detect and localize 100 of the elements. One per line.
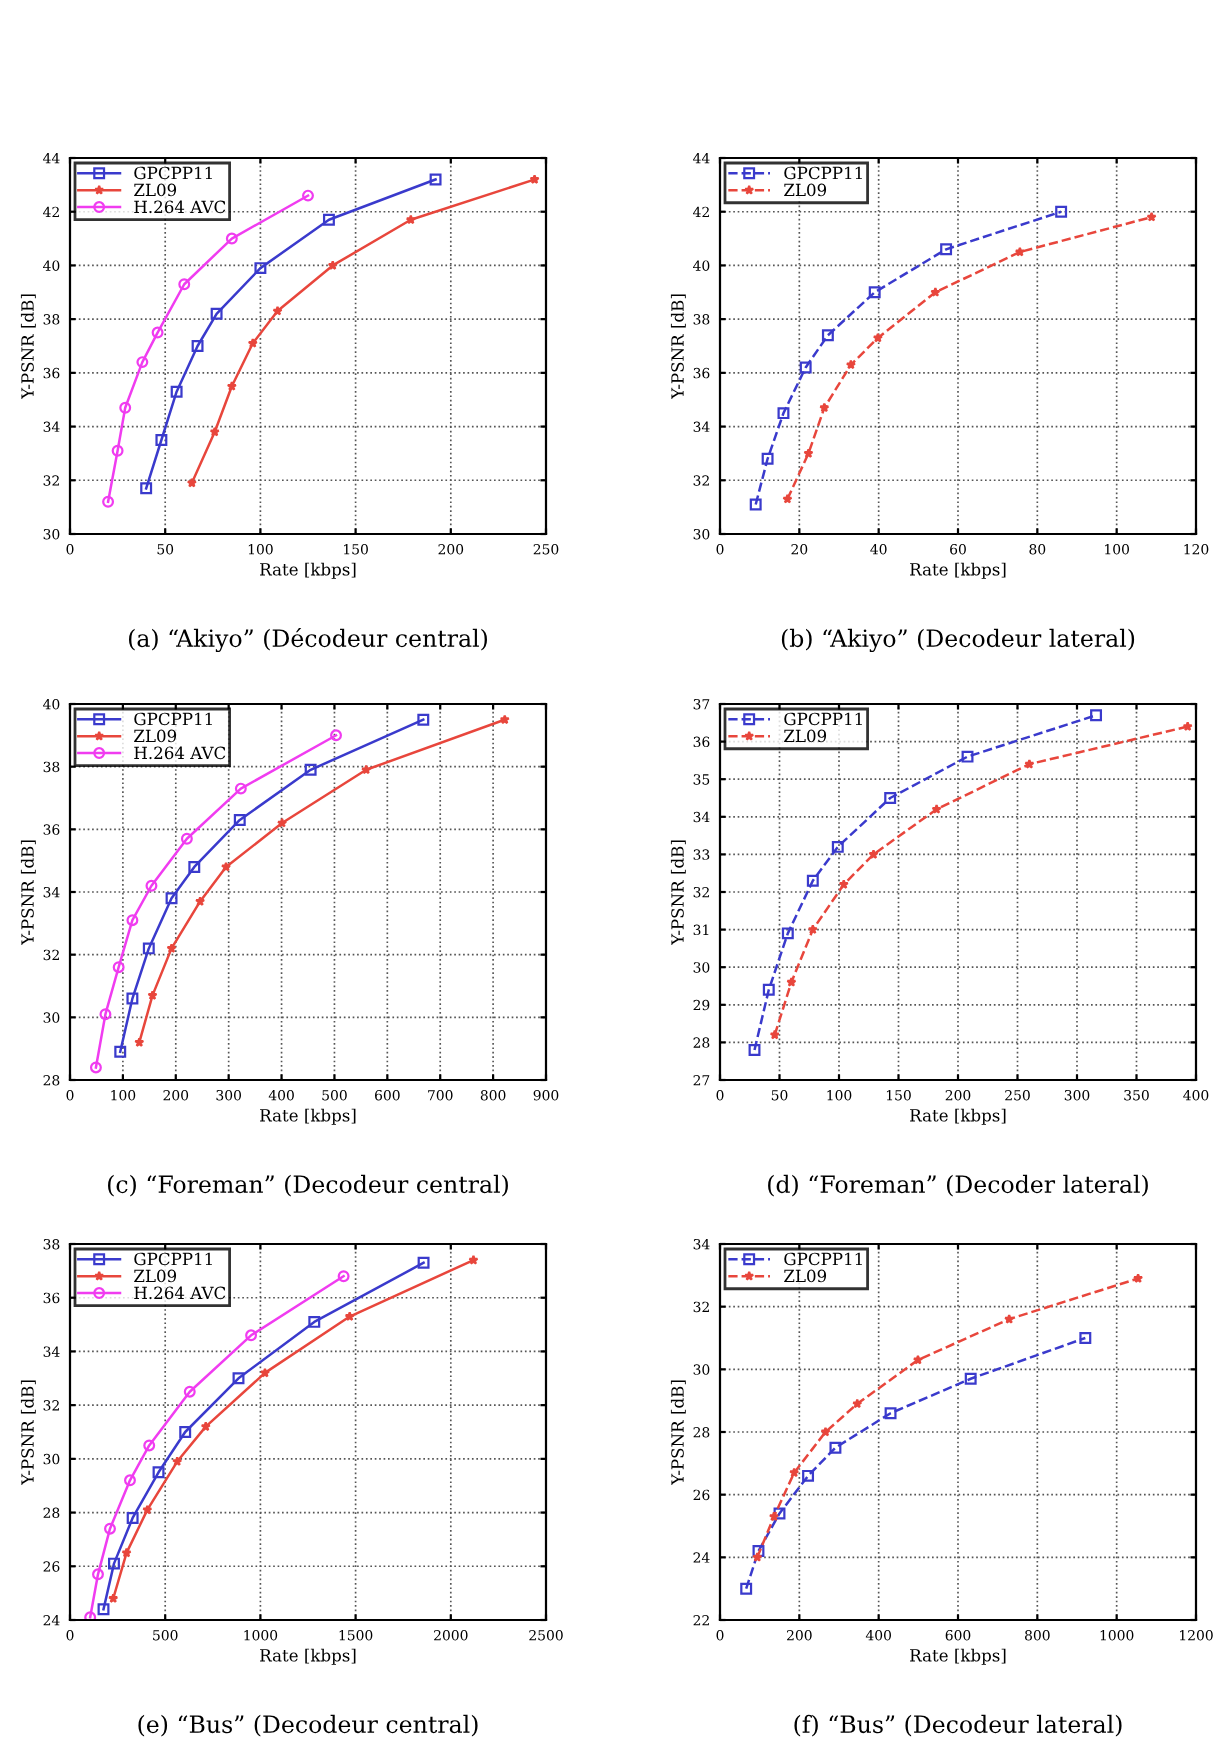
point <box>768 1511 780 1522</box>
point <box>134 1037 145 1047</box>
point <box>777 407 790 420</box>
point <box>802 1469 815 1482</box>
point <box>172 1456 183 1467</box>
point <box>302 189 314 202</box>
point <box>761 452 774 465</box>
x-axis-title: Rate [kbps] <box>910 1108 1006 1125</box>
point <box>209 426 220 437</box>
point <box>104 1522 116 1535</box>
point <box>529 174 540 184</box>
point <box>829 1441 842 1454</box>
point <box>1090 709 1103 722</box>
point <box>806 874 819 887</box>
point <box>417 713 430 726</box>
point <box>748 1043 761 1056</box>
point <box>119 401 132 414</box>
point <box>225 232 238 245</box>
point <box>200 1421 211 1432</box>
x-axis-title: Rate [kbps] <box>260 1108 356 1125</box>
point <box>126 1511 139 1524</box>
text: (e) “Bus” (Decodeur central) <box>138 1714 478 1737</box>
point <box>330 729 342 742</box>
point <box>838 879 849 889</box>
text: (a) “Akiyo” (Décodeur central) <box>129 627 487 653</box>
legend-label: ZL09 <box>134 729 177 743</box>
point <box>821 329 834 342</box>
point <box>1055 205 1068 218</box>
point <box>344 1311 355 1321</box>
x-axis-title: Rate [kbps] <box>260 1648 356 1665</box>
point <box>220 861 232 872</box>
legend-label: H.264 AVC <box>134 200 226 214</box>
point <box>108 1557 120 1570</box>
point <box>136 356 149 369</box>
point <box>92 1568 104 1581</box>
point <box>786 976 797 987</box>
point <box>234 782 247 795</box>
point <box>97 1603 110 1616</box>
point <box>304 763 317 776</box>
point <box>180 832 193 845</box>
point <box>247 338 258 348</box>
point <box>210 307 223 320</box>
point <box>233 813 246 826</box>
text: (b) “Akiyo” (Decodeur lateral) <box>781 628 1135 653</box>
y-axis-title: Y-PSNR [dB] <box>670 294 686 400</box>
point <box>1024 758 1035 769</box>
point <box>186 477 197 488</box>
point <box>183 1385 196 1398</box>
point <box>789 1467 800 1478</box>
point <box>152 1466 165 1479</box>
point <box>930 287 941 297</box>
x-axis-title: Rate [kbps] <box>910 1648 1006 1665</box>
point <box>361 764 372 775</box>
x-axis-title: Rate [kbps] <box>260 562 356 579</box>
point <box>762 983 775 996</box>
legend-label: ZL09 <box>784 183 827 197</box>
point <box>143 1439 156 1452</box>
point <box>89 1061 102 1074</box>
y-axis-title: Y-PSNR [dB] <box>20 840 36 946</box>
point <box>145 879 158 892</box>
point <box>1182 721 1193 732</box>
point <box>170 385 183 398</box>
point <box>964 1372 977 1385</box>
point <box>195 896 206 906</box>
point <box>259 1367 271 1378</box>
point <box>468 1254 479 1265</box>
legend-label: ZL09 <box>134 183 177 197</box>
point <box>140 482 153 495</box>
point <box>166 943 177 953</box>
point <box>872 332 883 343</box>
point <box>99 1008 112 1021</box>
y-axis-title: Y-PSNR [dB] <box>20 294 36 400</box>
point <box>126 992 139 1005</box>
point <box>417 1256 430 1269</box>
point <box>405 214 416 225</box>
point <box>769 1029 780 1040</box>
legend-label: H.264 AVC <box>134 746 226 760</box>
point <box>1079 1332 1092 1344</box>
point <box>852 1398 863 1409</box>
point <box>112 961 125 974</box>
legend-label: H.264 AVC <box>134 1286 226 1300</box>
point <box>782 493 793 504</box>
legend-label: GPCPP11 <box>134 166 212 180</box>
point <box>740 1582 753 1595</box>
text: (f) “Bus” (Decodeur lateral) <box>794 1714 1122 1737</box>
legend-label: GPCPP11 <box>784 1252 862 1266</box>
point <box>803 448 814 458</box>
point <box>1146 211 1157 222</box>
point <box>232 1372 245 1385</box>
point <box>429 173 442 186</box>
point <box>126 914 139 927</box>
point <box>165 892 178 905</box>
point <box>102 495 115 508</box>
point <box>845 359 856 370</box>
point <box>1133 1273 1144 1283</box>
legend-label: GPCPP11 <box>134 712 212 726</box>
point <box>142 942 155 955</box>
point <box>179 1426 192 1438</box>
point <box>254 262 267 275</box>
point <box>820 1426 831 1437</box>
